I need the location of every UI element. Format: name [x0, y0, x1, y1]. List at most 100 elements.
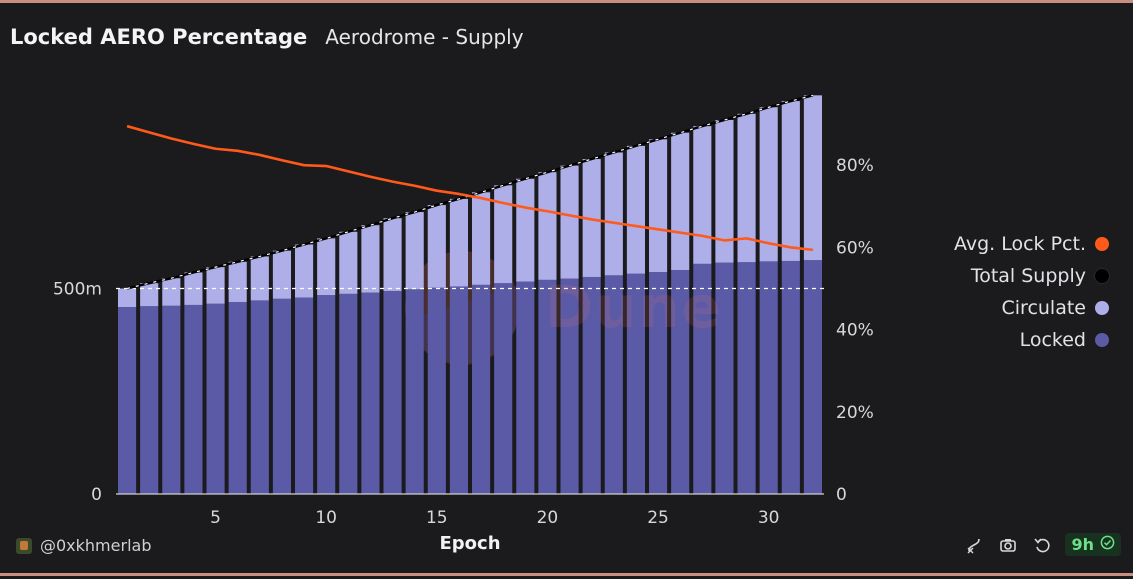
- bar-circulate-epoch-15[interactable]: [427, 205, 446, 288]
- chart-title: Locked AERO Percentage: [10, 25, 308, 49]
- bar-locked-epoch-12[interactable]: [361, 292, 380, 494]
- chart-header: Locked AERO Percentage Aerodrome - Suppl…: [10, 25, 524, 55]
- author-handle[interactable]: @0xkhmerlab: [40, 536, 152, 555]
- bar-circulate-epoch-16[interactable]: [449, 198, 469, 287]
- x-tick-label: 25: [647, 508, 669, 528]
- x-tick-label: 15: [426, 508, 448, 528]
- bar-locked-epoch-24[interactable]: [626, 273, 646, 494]
- bar-circulate-epoch-32[interactable]: [803, 95, 823, 261]
- bar-locked-epoch-31[interactable]: [781, 260, 800, 494]
- bar-circulate-epoch-25[interactable]: [648, 139, 668, 273]
- bar-locked-epoch-2[interactable]: [140, 306, 159, 494]
- chart-legend: Avg. Lock Pct. Total Supply Circulate Locke…: [954, 231, 1109, 353]
- bar-circulate-epoch-21[interactable]: [560, 165, 579, 279]
- bar-locked-epoch-3[interactable]: [162, 305, 181, 494]
- bar-circulate-epoch-28[interactable]: [715, 119, 734, 263]
- bar-locked-epoch-5[interactable]: [206, 303, 225, 494]
- line-avg-lock-pct[interactable]: [126, 124, 814, 252]
- bar-locked-epoch-17[interactable]: [471, 284, 491, 494]
- bar-circulate-epoch-17[interactable]: [471, 192, 491, 285]
- bar-circulate-epoch-9[interactable]: [294, 244, 314, 298]
- bar-circulate-epoch-29[interactable]: [737, 113, 756, 263]
- legend-swatch: [1095, 301, 1109, 315]
- x-tick-label: 20: [537, 508, 559, 528]
- bar-locked-epoch-30[interactable]: [759, 261, 778, 494]
- bar-locked-epoch-28[interactable]: [715, 262, 734, 494]
- bar-locked-epoch-11[interactable]: [339, 293, 358, 494]
- bar-locked-epoch-1[interactable]: [117, 306, 137, 494]
- bar-circulate-epoch-1[interactable]: [117, 288, 137, 307]
- bar-circulate-epoch-7[interactable]: [250, 256, 269, 301]
- bar-circulate-epoch-20[interactable]: [538, 172, 557, 280]
- bar-circulate-epoch-14[interactable]: [405, 212, 424, 290]
- bar-circulate-epoch-2[interactable]: [140, 283, 159, 307]
- bar-locked-epoch-14[interactable]: [405, 289, 424, 494]
- refresh-icon[interactable]: [1031, 534, 1053, 556]
- bar-circulate-epoch-8[interactable]: [272, 250, 292, 299]
- bar-locked-epoch-7[interactable]: [250, 300, 269, 494]
- bar-locked-epoch-18[interactable]: [494, 283, 513, 494]
- legend-item-circulate[interactable]: Circulate: [1001, 295, 1109, 321]
- legend-item-total-supply[interactable]: Total Supply: [971, 263, 1109, 289]
- bar-circulate-epoch-6[interactable]: [228, 261, 247, 303]
- bar-circulate-epoch-3[interactable]: [162, 278, 181, 306]
- bar-circulate-epoch-10[interactable]: [317, 238, 336, 296]
- y-right-tick-label: 0: [836, 485, 847, 505]
- y-left-tick-label: 500m: [53, 280, 102, 300]
- bar-circulate-epoch-30[interactable]: [759, 107, 778, 262]
- bar-locked-epoch-13[interactable]: [383, 290, 402, 494]
- legend-swatch: [1095, 237, 1109, 251]
- y-right-tick-label: 20%: [836, 403, 874, 423]
- bar-circulate-epoch-26[interactable]: [671, 132, 690, 271]
- bar-circulate-epoch-13[interactable]: [383, 218, 402, 291]
- author-attribution[interactable]: @0xkhmerlab: [16, 536, 151, 555]
- bar-locked-epoch-6[interactable]: [228, 302, 247, 494]
- camera-icon[interactable]: [997, 534, 1019, 556]
- bar-locked-epoch-15[interactable]: [427, 287, 446, 494]
- refresh-status-badge[interactable]: 9h: [1065, 533, 1121, 556]
- bar-locked-epoch-22[interactable]: [582, 276, 601, 494]
- refresh-age: 9h: [1071, 535, 1094, 554]
- bar-locked-epoch-16[interactable]: [449, 286, 469, 494]
- legend-label: Circulate: [1001, 297, 1087, 319]
- bar-circulate-epoch-22[interactable]: [582, 159, 601, 277]
- legend-label: Locked: [1019, 329, 1086, 351]
- x-axis-title: Epoch: [439, 533, 500, 554]
- bar-locked-epoch-29[interactable]: [737, 262, 756, 494]
- bar-locked-epoch-27[interactable]: [693, 263, 712, 494]
- bar-locked-epoch-10[interactable]: [317, 295, 336, 494]
- bar-circulate-epoch-24[interactable]: [626, 145, 646, 274]
- y-right-tick-label: 80%: [836, 156, 874, 176]
- bar-locked-epoch-25[interactable]: [648, 272, 668, 494]
- line-total-supply-highlight: [126, 94, 814, 290]
- legend-swatch: [1095, 269, 1109, 283]
- legend-item-avg-lock-pct[interactable]: Avg. Lock Pct.: [954, 231, 1109, 257]
- y-right-tick-label: 60%: [836, 238, 874, 258]
- bar-circulate-epoch-31[interactable]: [781, 101, 800, 261]
- bar-circulate-epoch-18[interactable]: [494, 185, 513, 284]
- bar-locked-epoch-8[interactable]: [272, 298, 292, 494]
- smoothing-icon[interactable]: [963, 534, 985, 556]
- bar-circulate-epoch-4[interactable]: [184, 272, 203, 305]
- bar-circulate-epoch-12[interactable]: [361, 225, 380, 293]
- dune-watermark-text: Dune: [545, 273, 724, 341]
- chart-plot: 0 500m 0 20% 40% 60% 80% 5 10 15 20 25 30 Epoch: [53, 94, 874, 554]
- bar-locked-epoch-20[interactable]: [538, 279, 557, 494]
- legend-item-locked[interactable]: Locked: [1020, 327, 1109, 353]
- bar-locked-epoch-23[interactable]: [604, 275, 623, 494]
- bar-circulate-epoch-19[interactable]: [516, 178, 535, 282]
- legend-label: Total Supply: [970, 265, 1086, 287]
- chart-subtitle: Aerodrome - Supply: [325, 25, 524, 49]
- bar-locked-epoch-9[interactable]: [294, 297, 314, 494]
- bar-locked-epoch-19[interactable]: [516, 281, 535, 494]
- bar-locked-epoch-32[interactable]: [803, 260, 823, 494]
- bar-circulate-epoch-11[interactable]: [339, 231, 358, 294]
- bar-locked-epoch-26[interactable]: [671, 270, 690, 494]
- bar-circulate-epoch-5[interactable]: [206, 267, 225, 304]
- check-circle-icon: [1100, 535, 1115, 554]
- bar-circulate-epoch-23[interactable]: [604, 152, 623, 276]
- bar-locked-epoch-4[interactable]: [184, 304, 203, 494]
- bar-circulate-epoch-27[interactable]: [693, 126, 712, 264]
- bar-locked-epoch-21[interactable]: [560, 278, 579, 494]
